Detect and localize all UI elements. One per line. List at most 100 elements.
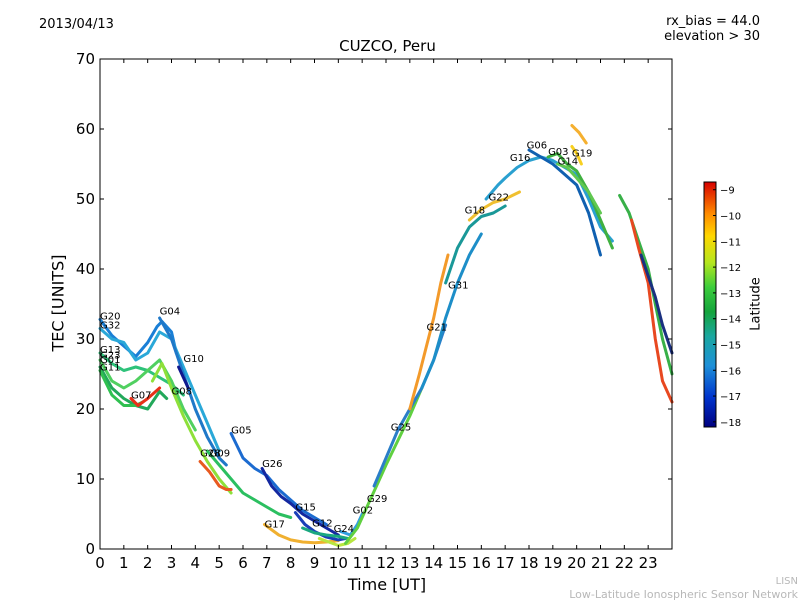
series-g07	[129, 386, 162, 407]
sat-label-g08: G08	[172, 386, 192, 397]
series-g03	[546, 152, 614, 250]
series-g30	[618, 194, 674, 376]
x-tick-label: 8	[286, 554, 296, 572]
x-tick-label: 7	[262, 554, 272, 572]
x-tick-label: 1	[119, 554, 129, 572]
series-g19b	[570, 124, 588, 145]
sat-label-g15: G15	[295, 503, 315, 514]
series-g19	[570, 145, 583, 166]
sat-label-g31: G31	[448, 281, 468, 292]
sat-label-g22: G22	[488, 192, 508, 203]
x-tick-label: 22	[615, 554, 634, 572]
sat-label-g16: G16	[510, 153, 530, 164]
series-g23	[98, 358, 197, 432]
series-g08	[150, 362, 233, 495]
series-g16	[484, 155, 614, 243]
series-g12	[301, 526, 350, 540]
colorbar	[703, 181, 717, 428]
x-tick-label: 9	[310, 554, 320, 572]
sat-label-g32: G32	[100, 321, 120, 332]
x-tick-label: 14	[424, 554, 443, 572]
chart-title: CUZCO, Peru	[339, 37, 436, 55]
x-tick-label: 12	[376, 554, 395, 572]
colorbar-tick-label: −12	[720, 263, 741, 274]
x-axis: 0 1 2 3 4 5 6 7 8 9 10 11 12 13 14 15 16 17 18 19 20 21 22 23	[95, 59, 658, 572]
elevation-label: elevation > 30	[664, 29, 760, 44]
colorbar-tick-label: −10	[720, 212, 741, 223]
y-tick-label: 60	[76, 120, 95, 138]
x-axis-label: Time [UT]	[347, 575, 427, 594]
series-g32	[98, 327, 221, 453]
sat-label-g26: G26	[262, 459, 282, 470]
sat-label-g24: G24	[334, 524, 354, 535]
sat-label-g14: G14	[558, 157, 578, 168]
series-g27b	[639, 253, 674, 355]
series-g26	[260, 467, 340, 537]
sat-label-g07: G07	[131, 391, 151, 402]
sat-label-g17: G17	[264, 519, 284, 530]
x-tick-label: 3	[167, 554, 177, 572]
series-g09	[205, 449, 293, 519]
sat-label-g28: G28	[200, 449, 220, 460]
x-tick-label: 18	[519, 554, 538, 572]
sat-label-g19: G19	[572, 148, 592, 159]
series-g05	[229, 432, 328, 526]
y-tick-label: 50	[76, 190, 95, 208]
x-tick-label: 20	[567, 554, 586, 572]
y-tick-label: 20	[76, 400, 95, 418]
series-g22	[467, 190, 521, 222]
rx-bias-label: rx_bias = 44.0	[666, 14, 760, 29]
x-tick-label: 13	[400, 554, 419, 572]
x-tick-label: 0	[95, 554, 105, 572]
sat-label-g05: G05	[231, 426, 251, 437]
y-tick-label: 0	[85, 540, 95, 558]
series-g27	[630, 218, 674, 404]
sat-label-g11: G11	[100, 363, 120, 374]
sat-label-g25: G25	[391, 423, 411, 434]
sat-label-g12: G12	[312, 519, 332, 530]
x-tick-label: 6	[238, 554, 248, 572]
colorbar-tick-label: −16	[720, 366, 741, 377]
series-layer	[98, 124, 674, 547]
y-tick-label: 10	[76, 470, 95, 488]
sat-label-g04: G04	[160, 307, 180, 318]
sat-label-g20: G20	[100, 311, 120, 322]
credit-long: Low-Latitude Ionospheric Sensor Network	[569, 588, 798, 601]
date-label: 2013/04/13	[39, 17, 114, 32]
sat-label-g21: G21	[427, 323, 447, 334]
y-tick-label: 40	[76, 260, 95, 278]
series-g04	[158, 316, 228, 467]
colorbar-tick-label: −18	[720, 418, 741, 429]
sat-label-g01: G01	[100, 355, 120, 366]
colorbar-ticks: −9 −10 −11 −12 −13 −14 −15 −16 −17 −18	[713, 186, 741, 429]
sat-label-g13: G13	[100, 345, 120, 356]
colorbar-tick-label: −17	[720, 392, 741, 403]
series-g31	[420, 232, 483, 390]
series-g28	[198, 460, 233, 491]
x-tick-label: 23	[639, 554, 658, 572]
x-tick-label: 19	[543, 554, 562, 572]
y-axis: 0 10 20 30 40 50 60 70	[76, 50, 672, 558]
series-g18	[444, 204, 507, 285]
colorbar-tick-label: −13	[720, 289, 741, 300]
credit-short: LISN	[775, 576, 798, 587]
sat-label-g09: G09	[210, 449, 230, 460]
colorbar-tick-label: −9	[720, 186, 735, 197]
x-tick-label: 10	[329, 554, 348, 572]
x-tick-label: 11	[353, 554, 372, 572]
colorbar-tick-label: −15	[720, 340, 741, 351]
x-tick-label: 4	[191, 554, 201, 572]
x-tick-label: 5	[214, 554, 224, 572]
x-tick-label: 2	[143, 554, 153, 572]
colorbar-tick-label: −11	[720, 237, 741, 248]
sat-label-g18: G18	[465, 206, 485, 217]
series-g06	[527, 148, 602, 257]
y-tick-label: 30	[76, 330, 95, 348]
x-tick-label: 15	[448, 554, 467, 572]
sat-label-g03: G03	[548, 147, 568, 158]
colorbar-tick-label: −14	[720, 315, 741, 326]
series-g14	[556, 162, 602, 215]
sat-label-g02: G02	[353, 505, 373, 516]
